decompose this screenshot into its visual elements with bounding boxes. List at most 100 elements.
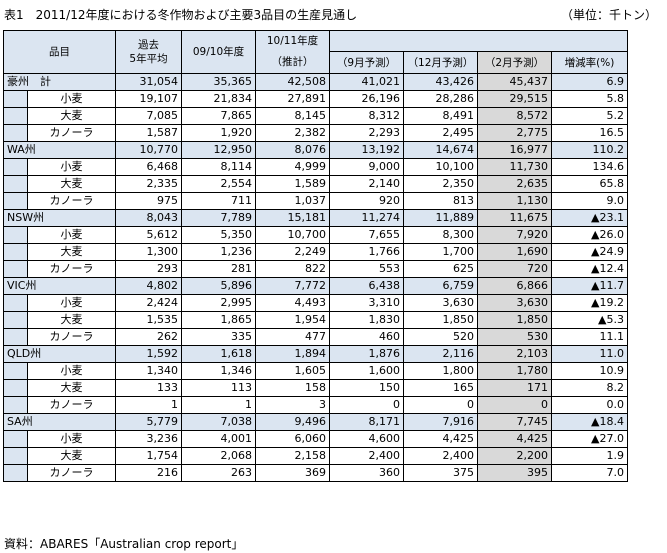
table-cell: 2,400 [403, 447, 478, 465]
table-cell: 7,085 [115, 107, 182, 125]
table-cell: 1,130 [477, 192, 552, 210]
table-cell: 42,508 [255, 73, 330, 91]
table-cell: 11.0 [551, 345, 628, 363]
region-row: NSW州 8,043 7,789 15,181 11,274 11,889 11,675 ▲2… [3, 209, 628, 227]
indent-spacer [3, 362, 28, 380]
header-0910: 09/10年度 [181, 30, 256, 74]
table-cell: 7,772 [255, 277, 330, 295]
table-cell: 12,950 [181, 141, 256, 159]
table-cell: 3,310 [329, 294, 404, 312]
table-cell: 2,249 [255, 243, 330, 261]
table-cell: 9.0 [551, 192, 628, 210]
table-cell: 1,340 [115, 362, 182, 380]
region-name: QLD州 [3, 345, 116, 363]
table-cell: 6.9 [551, 73, 628, 91]
table-cell: 2,775 [477, 124, 552, 142]
table-cell: 7,038 [181, 413, 256, 431]
table-row: カノーラ 216 263 369 360 375 395 7.0 [3, 464, 628, 482]
table-cell: 477 [255, 328, 330, 346]
table-cell: 11,889 [403, 209, 478, 227]
table-row: 小麦 6,468 8,114 4,999 9,000 10,100 11,730 134.6 [3, 158, 628, 176]
header-sep-forecast: （9月予測） [329, 51, 404, 74]
table-cell: 8.2 [551, 379, 628, 397]
table-cell: 7,916 [403, 413, 478, 431]
table-cell: 1,690 [477, 243, 552, 261]
table-cell: 1,605 [255, 362, 330, 380]
table-cell: 8,572 [477, 107, 552, 125]
table-cell: 0.0 [551, 396, 628, 414]
table-cell: ▲27.0 [551, 430, 628, 448]
table-cell: 3,630 [403, 294, 478, 312]
table-row: 小麦 1,340 1,346 1,605 1,600 1,800 1,780 10.9 [3, 362, 628, 380]
table-row: 小麦 3,236 4,001 6,060 4,600 4,425 4,425 ▲27.0 [3, 430, 628, 448]
indent-spacer [3, 294, 28, 312]
table-cell: 520 [403, 328, 478, 346]
table-cell: 165 [403, 379, 478, 397]
table-cell: 3,630 [477, 294, 552, 312]
indent-spacer [3, 124, 28, 142]
table-cell: ▲24.9 [551, 243, 628, 261]
table-cell: 1,037 [255, 192, 330, 210]
table-row: カノーラ 262 335 477 460 520 530 11.1 [3, 328, 628, 346]
table-cell: 16.5 [551, 124, 628, 142]
table-cell: 720 [477, 260, 552, 278]
table-cell: 530 [477, 328, 552, 346]
table-cell: 1.9 [551, 447, 628, 465]
table-cell: 360 [329, 464, 404, 482]
table-cell: 8,300 [403, 226, 478, 244]
crop-name: カノーラ [27, 464, 116, 482]
header-2011-12 [329, 30, 628, 52]
crop-name: カノーラ [27, 396, 116, 414]
table-cell: 281 [181, 260, 256, 278]
table-cell: 711 [181, 192, 256, 210]
table-cell: 1,589 [255, 175, 330, 193]
table-cell: 7.0 [551, 464, 628, 482]
table-cell: 158 [255, 379, 330, 397]
table-cell: 5,896 [181, 277, 256, 295]
table-cell: 2,103 [477, 345, 552, 363]
table-cell: 8,171 [329, 413, 404, 431]
table-cell: 975 [115, 192, 182, 210]
table-cell: 7,920 [477, 226, 552, 244]
table-cell: 263 [181, 464, 256, 482]
table-cell: 2,140 [329, 175, 404, 193]
table-row: 大麦 133 113 158 150 165 171 8.2 [3, 379, 628, 397]
table-cell: 1,592 [115, 345, 182, 363]
region-row: 豪州 計 31,054 35,365 42,508 41,021 43,426 45,437… [3, 73, 628, 91]
table-cell: 2,635 [477, 175, 552, 193]
table-cell: 1,780 [477, 362, 552, 380]
table-cell: 28,286 [403, 90, 478, 108]
table-cell: 8,076 [255, 141, 330, 159]
indent-spacer [3, 396, 28, 414]
table-cell: 5,779 [115, 413, 182, 431]
table-row: 大麦 1,300 1,236 2,249 1,766 1,700 1,690 ▲24.9 [3, 243, 628, 261]
table-cell: 19,107 [115, 90, 182, 108]
table-cell: 6,866 [477, 277, 552, 295]
table-row: カノーラ 1 1 3 0 0 0 0.0 [3, 396, 628, 414]
table-row: 小麦 5,612 5,350 10,700 7,655 8,300 7,920 ▲26.0 [3, 226, 628, 244]
crop-name: 小麦 [27, 226, 116, 244]
table-cell: 2,200 [477, 447, 552, 465]
table-cell: 553 [329, 260, 404, 278]
table-cell: 335 [181, 328, 256, 346]
table-cell: 110.2 [551, 141, 628, 159]
indent-spacer [3, 90, 28, 108]
crop-name: 大麦 [27, 447, 116, 465]
table-cell: 1,300 [115, 243, 182, 261]
table-cell: 8,043 [115, 209, 182, 227]
table-cell: 1,865 [181, 311, 256, 329]
region-row: VIC州 4,802 5,896 7,772 6,438 6,759 6,866 ▲11.7 [3, 277, 628, 295]
table-cell: 9,496 [255, 413, 330, 431]
table-cell: 0 [477, 396, 552, 414]
region-name: 豪州 計 [3, 73, 116, 91]
header-dec-forecast: （12月予測） [403, 51, 478, 74]
table-cell: 6,438 [329, 277, 404, 295]
table-row: 大麦 2,335 2,554 1,589 2,140 2,350 2,635 65.8 [3, 175, 628, 193]
table-cell: 3 [255, 396, 330, 414]
table-cell: 1,876 [329, 345, 404, 363]
table-cell: 31,054 [115, 73, 182, 91]
crop-name: 大麦 [27, 379, 116, 397]
crop-name: カノーラ [27, 328, 116, 346]
table-cell: 1 [115, 396, 182, 414]
header-1011: 10/11年度 [255, 30, 330, 52]
